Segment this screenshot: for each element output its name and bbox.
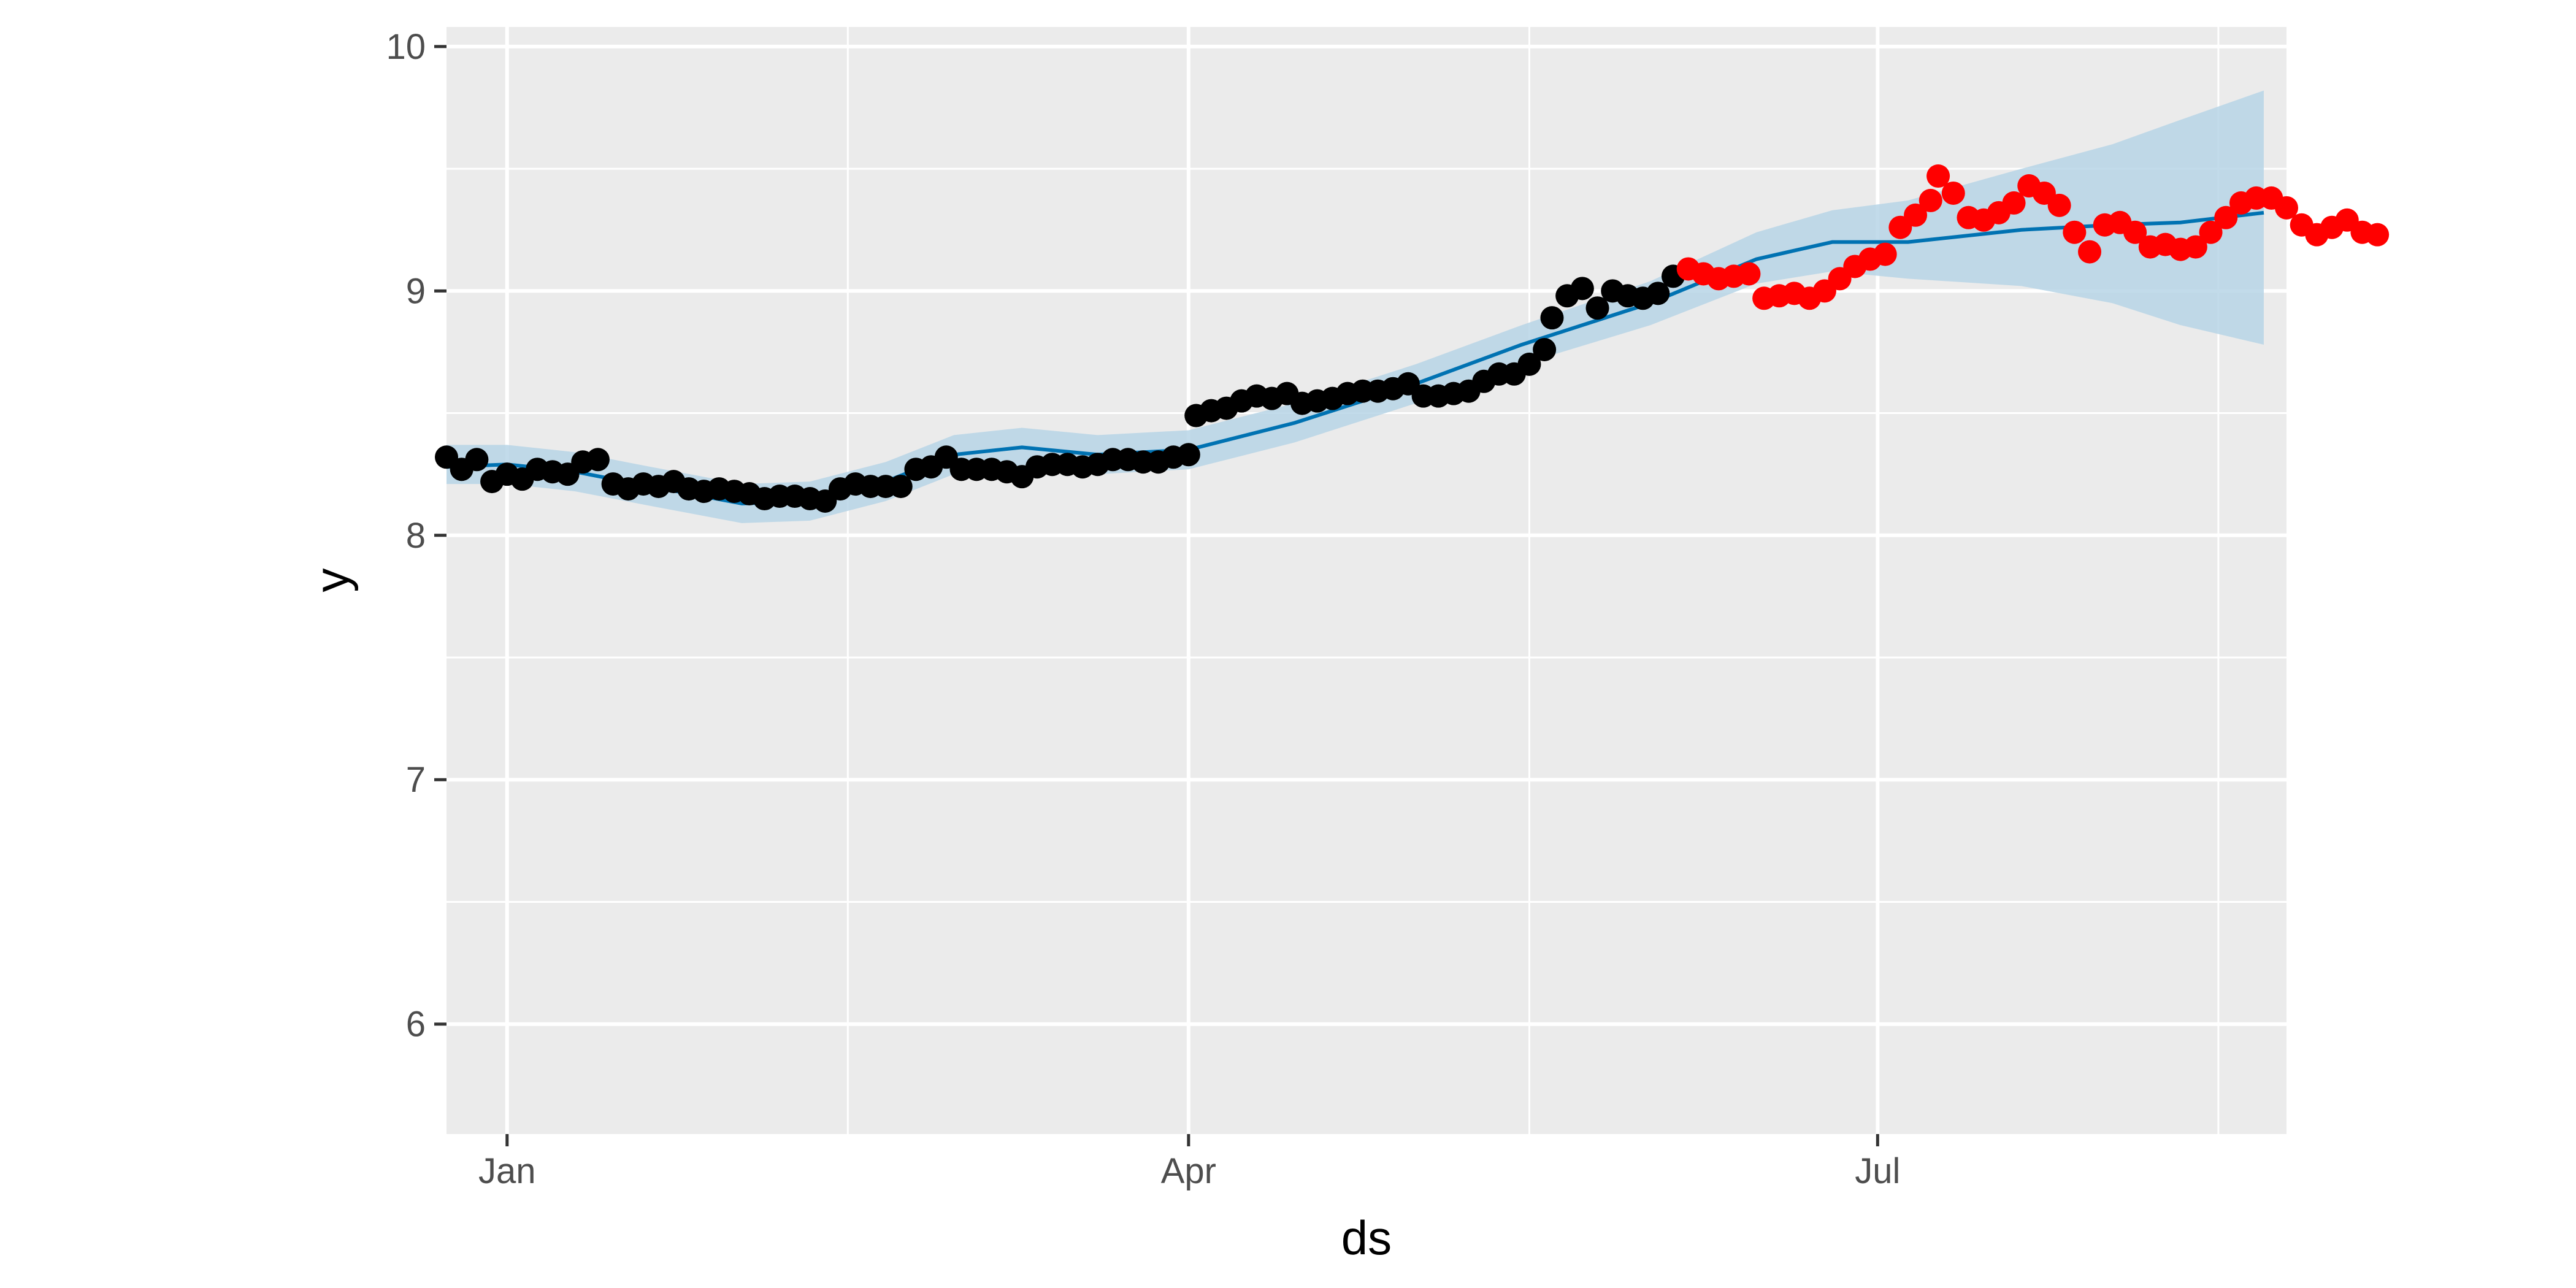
- history-point: [586, 448, 610, 472]
- future-point: [2199, 220, 2223, 244]
- x-axis-title: ds: [1341, 1211, 1392, 1265]
- grid-lines: [447, 27, 2287, 1134]
- future-point: [2002, 191, 2026, 215]
- future-series: [1676, 164, 2390, 310]
- history-point: [1517, 352, 1541, 376]
- future-point: [1919, 188, 1942, 212]
- history-point: [1646, 282, 1670, 305]
- x-tick-label: Jul: [1855, 1151, 1900, 1191]
- future-point: [2047, 193, 2071, 217]
- x-tick-label: Jan: [478, 1151, 536, 1191]
- history-point: [465, 448, 489, 472]
- history-point: [1585, 296, 1609, 320]
- y-axis-title: y: [305, 569, 359, 592]
- future-point: [2214, 205, 2238, 229]
- y-tick-label: 10: [386, 27, 426, 67]
- future-point: [1904, 203, 1928, 227]
- axes: 6 7 8 9 10 Jan Apr Jul: [386, 27, 1900, 1191]
- future-point: [2275, 196, 2298, 220]
- y-tick-label: 7: [406, 760, 426, 800]
- history-point: [889, 475, 913, 499]
- history-series: [435, 264, 1685, 513]
- future-point: [2063, 220, 2087, 244]
- observation-points: [435, 164, 2390, 513]
- history-point: [1540, 306, 1564, 330]
- future-point: [1873, 242, 1897, 266]
- future-point: [2366, 223, 2390, 247]
- history-point: [1533, 337, 1557, 361]
- history-point: [1176, 443, 1200, 467]
- future-point: [2078, 240, 2102, 264]
- x-tick-label: Apr: [1161, 1151, 1216, 1191]
- future-point: [1926, 164, 1950, 188]
- future-point: [1941, 181, 1965, 205]
- y-tick-label: 8: [406, 516, 426, 556]
- y-tick-label: 9: [406, 271, 426, 311]
- y-tick-label: 6: [406, 1005, 426, 1045]
- future-point: [2123, 220, 2147, 244]
- future-point: [1737, 262, 1761, 286]
- history-point: [1570, 277, 1594, 301]
- future-point: [2183, 235, 2207, 259]
